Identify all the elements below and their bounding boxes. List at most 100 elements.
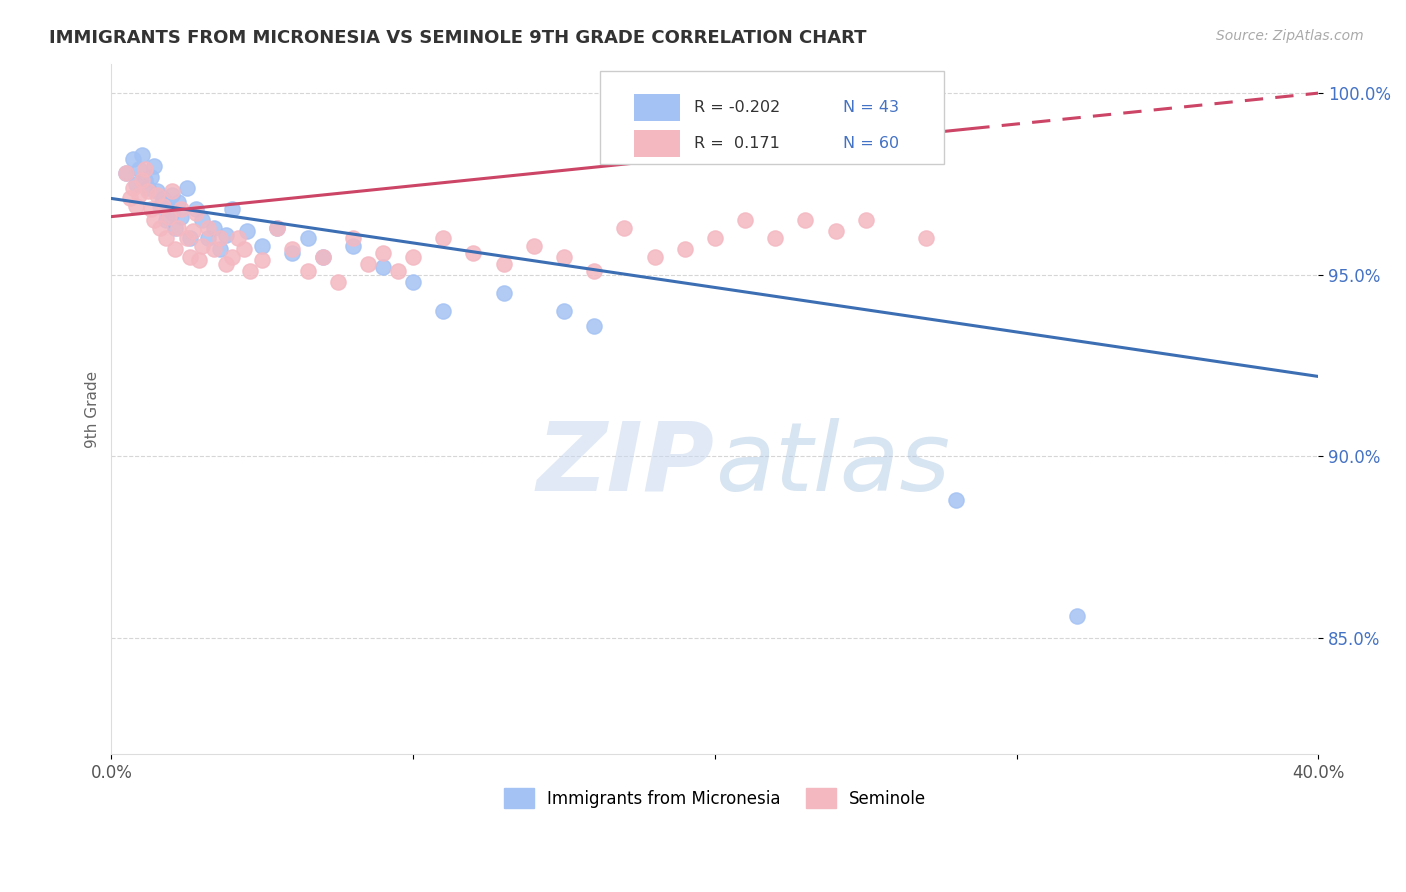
Point <box>142 159 165 173</box>
Point <box>191 213 214 227</box>
Point <box>553 250 575 264</box>
Text: N = 60: N = 60 <box>842 136 898 151</box>
Point <box>763 231 786 245</box>
Point <box>402 250 425 264</box>
Point <box>326 275 349 289</box>
Point <box>236 224 259 238</box>
Text: R =  0.171: R = 0.171 <box>695 136 780 151</box>
Point <box>432 304 454 318</box>
Point <box>142 213 165 227</box>
Point <box>1066 609 1088 624</box>
Text: Source: ZipAtlas.com: Source: ZipAtlas.com <box>1216 29 1364 43</box>
Point <box>136 184 159 198</box>
Point <box>191 238 214 252</box>
Point <box>170 210 193 224</box>
Point <box>197 220 219 235</box>
Point <box>115 166 138 180</box>
Point <box>226 231 249 245</box>
Point <box>149 220 172 235</box>
Point <box>184 206 207 220</box>
Point <box>673 242 696 256</box>
Point <box>266 220 288 235</box>
Point <box>734 213 756 227</box>
Point <box>184 202 207 217</box>
Point <box>160 184 183 198</box>
Point <box>157 202 180 217</box>
Point <box>855 213 877 227</box>
Point <box>553 304 575 318</box>
Point <box>357 257 380 271</box>
Point <box>118 191 141 205</box>
Point <box>179 250 201 264</box>
Point <box>824 224 846 238</box>
Point <box>124 199 146 213</box>
Point <box>281 242 304 256</box>
Point <box>402 275 425 289</box>
Point <box>145 184 167 198</box>
Point <box>583 264 606 278</box>
Point <box>149 199 172 213</box>
Point <box>371 246 394 260</box>
Point <box>160 206 183 220</box>
Point <box>202 220 225 235</box>
Point <box>387 264 409 278</box>
Point <box>128 162 150 177</box>
FancyBboxPatch shape <box>600 71 945 164</box>
Point <box>136 180 159 194</box>
Point <box>166 220 188 235</box>
Point <box>170 202 193 217</box>
Text: atlas: atlas <box>714 417 950 511</box>
Point <box>233 242 256 256</box>
Point <box>166 195 188 210</box>
Point <box>794 213 817 227</box>
Point <box>252 238 274 252</box>
Text: N = 43: N = 43 <box>842 100 898 115</box>
Point <box>145 187 167 202</box>
Point <box>128 187 150 202</box>
Point <box>915 231 938 245</box>
Point <box>297 264 319 278</box>
Point <box>197 231 219 245</box>
Point <box>342 238 364 252</box>
Point <box>311 250 333 264</box>
Point <box>266 220 288 235</box>
Point <box>208 231 231 245</box>
Point <box>215 227 238 242</box>
Point <box>202 242 225 256</box>
Point <box>155 213 177 227</box>
Point <box>281 246 304 260</box>
Point <box>134 173 156 187</box>
Point <box>134 162 156 177</box>
Point <box>644 250 666 264</box>
Text: ZIP: ZIP <box>537 417 714 511</box>
Point <box>131 173 153 187</box>
Point <box>703 231 725 245</box>
Point <box>187 253 209 268</box>
Point <box>342 231 364 245</box>
Legend: Immigrants from Micronesia, Seminole: Immigrants from Micronesia, Seminole <box>498 781 932 815</box>
Point <box>163 220 186 235</box>
Point <box>179 231 201 245</box>
Point <box>221 250 243 264</box>
Point <box>121 180 143 194</box>
Point <box>432 231 454 245</box>
Point <box>492 257 515 271</box>
Point <box>371 260 394 275</box>
Point <box>252 253 274 268</box>
Point <box>160 187 183 202</box>
FancyBboxPatch shape <box>634 94 681 121</box>
Point <box>115 166 138 180</box>
Point <box>239 264 262 278</box>
Point <box>139 202 162 217</box>
Point <box>163 242 186 256</box>
Y-axis label: 9th Grade: 9th Grade <box>86 370 100 448</box>
Point <box>208 242 231 256</box>
Point <box>463 246 485 260</box>
Point <box>297 231 319 245</box>
Point <box>176 180 198 194</box>
Point <box>613 220 636 235</box>
FancyBboxPatch shape <box>634 129 681 157</box>
Point <box>221 202 243 217</box>
Point <box>131 148 153 162</box>
Point <box>152 199 174 213</box>
